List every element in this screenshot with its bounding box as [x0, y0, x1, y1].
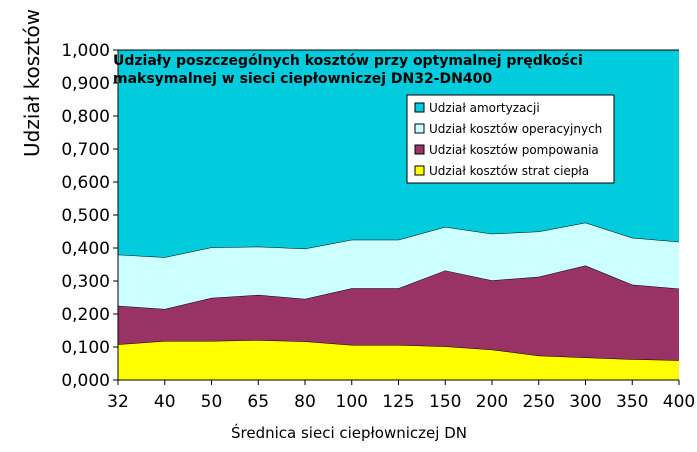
- x-tick-label: 400: [663, 392, 695, 412]
- x-axis-label: Średnica sieci ciepłowniczej DN: [231, 423, 467, 442]
- chart-title-line-2: maksymalnej w sieci ciepłowniczej DN32-D…: [113, 71, 492, 87]
- legend-label: Udział amortyzacji: [429, 101, 540, 115]
- y-tick-label: 0,800: [61, 107, 110, 127]
- y-tick-label: 0,400: [61, 239, 110, 259]
- x-tick-label: 350: [616, 392, 648, 412]
- legend-swatch: [414, 144, 425, 155]
- legend-label: Udział kosztów operacyjnych: [429, 122, 602, 136]
- legend-label: Udział kosztów strat ciepła: [429, 164, 589, 178]
- x-tick-label: 80: [294, 392, 316, 412]
- y-tick-label: 1,000: [61, 41, 110, 61]
- legend-swatch: [414, 123, 425, 134]
- area-series-2: [118, 265, 679, 361]
- area-series-3: [118, 222, 679, 310]
- x-tick-label: 65: [247, 392, 269, 412]
- axes: 0,000 0,100 0,200 0,300 0,400 0,500 0,600 0,700…: [61, 41, 695, 412]
- x-tick-label: 125: [382, 392, 414, 412]
- x-tick-label: 250: [523, 392, 555, 412]
- y-tick-label: 0,600: [61, 173, 110, 193]
- legend-box: [406, 94, 615, 184]
- x-tick-label: 150: [429, 392, 461, 412]
- chart-title-line-1: Udziały poszczególnych kosztów przy opty…: [113, 53, 583, 69]
- x-tick-label: 50: [201, 392, 223, 412]
- y-tick-label: 0,200: [61, 305, 110, 325]
- legend-label: Udział kosztów pompowania: [429, 143, 599, 157]
- y-tick-label: 0,000: [61, 371, 110, 391]
- y-tick-label: 0,300: [61, 272, 110, 292]
- y-axis-label: Udział kosztów: [20, 9, 44, 157]
- x-tick-label: 200: [476, 392, 508, 412]
- x-tick-label: 300: [569, 392, 601, 412]
- x-tick-label: 40: [154, 392, 176, 412]
- x-tick-label: 100: [336, 392, 368, 412]
- y-tick-label: 0,900: [61, 74, 110, 94]
- y-tick-label: 0,500: [61, 206, 110, 226]
- plot-areas: [117, 49, 680, 380]
- legend: Udział amortyzacji Udział kosztów operacy…: [406, 94, 615, 184]
- legend-swatch: [414, 102, 425, 113]
- y-tick-label: 0,700: [61, 140, 110, 160]
- y-tick-label: 0,100: [61, 338, 110, 358]
- area-series-1: [118, 340, 679, 380]
- legend-swatch: [414, 165, 425, 176]
- x-tick-label: 32: [107, 392, 129, 412]
